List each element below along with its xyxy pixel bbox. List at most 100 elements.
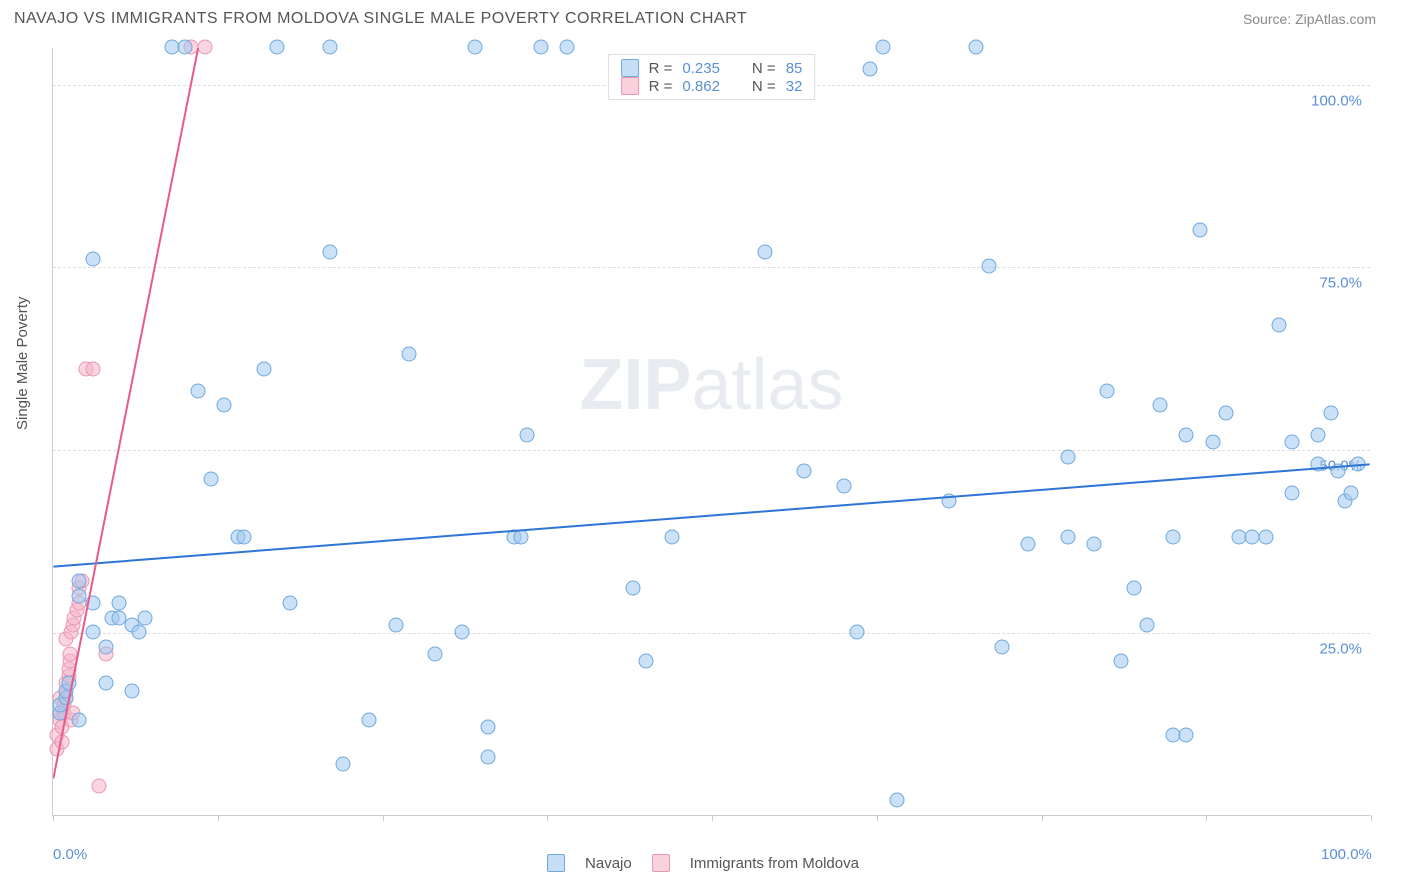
data-point bbox=[98, 676, 113, 691]
data-point bbox=[889, 793, 904, 808]
swatch-navajo bbox=[621, 59, 639, 77]
r-value-series2: 0.862 bbox=[682, 78, 720, 95]
data-point bbox=[533, 40, 548, 55]
data-point bbox=[1219, 405, 1234, 420]
data-point bbox=[849, 625, 864, 640]
r-value-series1: 0.235 bbox=[682, 60, 720, 77]
data-point bbox=[625, 581, 640, 596]
x-tick bbox=[712, 815, 713, 821]
series-legend: Navajo Immigrants from Moldova bbox=[547, 854, 859, 872]
data-point bbox=[1179, 427, 1194, 442]
legend-label-moldova: Immigrants from Moldova bbox=[690, 855, 859, 872]
y-tick-label: 25.0% bbox=[1319, 641, 1362, 658]
data-point bbox=[520, 427, 535, 442]
data-point bbox=[1311, 456, 1326, 471]
data-point bbox=[757, 244, 772, 259]
data-point bbox=[204, 471, 219, 486]
data-point bbox=[177, 40, 192, 55]
data-point bbox=[1100, 383, 1115, 398]
data-point bbox=[1205, 434, 1220, 449]
data-point bbox=[513, 530, 528, 545]
data-point bbox=[863, 61, 878, 76]
y-axis-label: Single Male Poverty bbox=[14, 297, 31, 430]
data-point bbox=[197, 40, 212, 55]
legend-swatch-moldova bbox=[652, 854, 670, 872]
data-point bbox=[401, 347, 416, 362]
n-value-series2: 32 bbox=[786, 78, 803, 95]
legend-label-navajo: Navajo bbox=[585, 855, 632, 872]
y-tick-label: 100.0% bbox=[1311, 92, 1362, 109]
x-tick bbox=[218, 815, 219, 821]
data-point bbox=[1060, 449, 1075, 464]
data-point bbox=[480, 720, 495, 735]
x-tick bbox=[547, 815, 548, 821]
correlation-legend: R = 0.235 N = 85 R = 0.862 N = 32 bbox=[608, 54, 816, 100]
data-point bbox=[428, 647, 443, 662]
grid-line bbox=[53, 633, 1370, 634]
trend-lines bbox=[53, 48, 1370, 815]
n-value-series1: 85 bbox=[786, 60, 803, 77]
y-tick-label: 75.0% bbox=[1319, 275, 1362, 292]
data-point bbox=[1350, 456, 1365, 471]
watermark: ZIPatlas bbox=[579, 344, 843, 426]
data-point bbox=[85, 625, 100, 640]
data-point bbox=[454, 625, 469, 640]
data-point bbox=[61, 676, 76, 691]
data-point bbox=[639, 654, 654, 669]
data-point bbox=[994, 639, 1009, 654]
data-point bbox=[72, 573, 87, 588]
data-point bbox=[560, 40, 575, 55]
data-point bbox=[283, 595, 298, 610]
x-tick bbox=[1042, 815, 1043, 821]
data-point bbox=[1284, 434, 1299, 449]
data-point bbox=[1311, 427, 1326, 442]
data-point bbox=[665, 530, 680, 545]
data-point bbox=[1126, 581, 1141, 596]
x-tick bbox=[383, 815, 384, 821]
x-tick bbox=[1206, 815, 1207, 821]
data-point bbox=[1192, 222, 1207, 237]
data-point bbox=[1087, 537, 1102, 552]
x-tick bbox=[53, 815, 54, 821]
data-point bbox=[217, 398, 232, 413]
chart-title: NAVAJO VS IMMIGRANTS FROM MOLDOVA SINGLE… bbox=[14, 10, 747, 28]
grid-line bbox=[53, 267, 1370, 268]
data-point bbox=[968, 40, 983, 55]
data-point bbox=[85, 595, 100, 610]
data-point bbox=[467, 40, 482, 55]
data-point bbox=[125, 683, 140, 698]
x-tick bbox=[1371, 815, 1372, 821]
data-point bbox=[1284, 486, 1299, 501]
data-point bbox=[1113, 654, 1128, 669]
data-point bbox=[1021, 537, 1036, 552]
legend-swatch-navajo bbox=[547, 854, 565, 872]
data-point bbox=[55, 734, 70, 749]
data-point bbox=[1139, 617, 1154, 632]
data-point bbox=[131, 625, 146, 640]
data-point bbox=[981, 259, 996, 274]
data-point bbox=[942, 493, 957, 508]
data-point bbox=[1324, 405, 1339, 420]
data-point bbox=[322, 40, 337, 55]
data-point bbox=[237, 530, 252, 545]
data-point bbox=[1179, 727, 1194, 742]
data-point bbox=[388, 617, 403, 632]
data-point bbox=[85, 361, 100, 376]
data-point bbox=[1153, 398, 1168, 413]
data-point bbox=[1258, 530, 1273, 545]
data-point bbox=[92, 778, 107, 793]
data-point bbox=[480, 749, 495, 764]
data-point bbox=[190, 383, 205, 398]
data-point bbox=[797, 464, 812, 479]
data-point bbox=[72, 712, 87, 727]
data-point bbox=[1060, 530, 1075, 545]
data-point bbox=[362, 712, 377, 727]
x-tick-label: 100.0% bbox=[1321, 846, 1372, 863]
data-point bbox=[1344, 486, 1359, 501]
data-point bbox=[1166, 530, 1181, 545]
data-point bbox=[85, 252, 100, 267]
data-point bbox=[876, 40, 891, 55]
grid-line bbox=[53, 450, 1370, 451]
data-point bbox=[138, 610, 153, 625]
data-point bbox=[98, 639, 113, 654]
